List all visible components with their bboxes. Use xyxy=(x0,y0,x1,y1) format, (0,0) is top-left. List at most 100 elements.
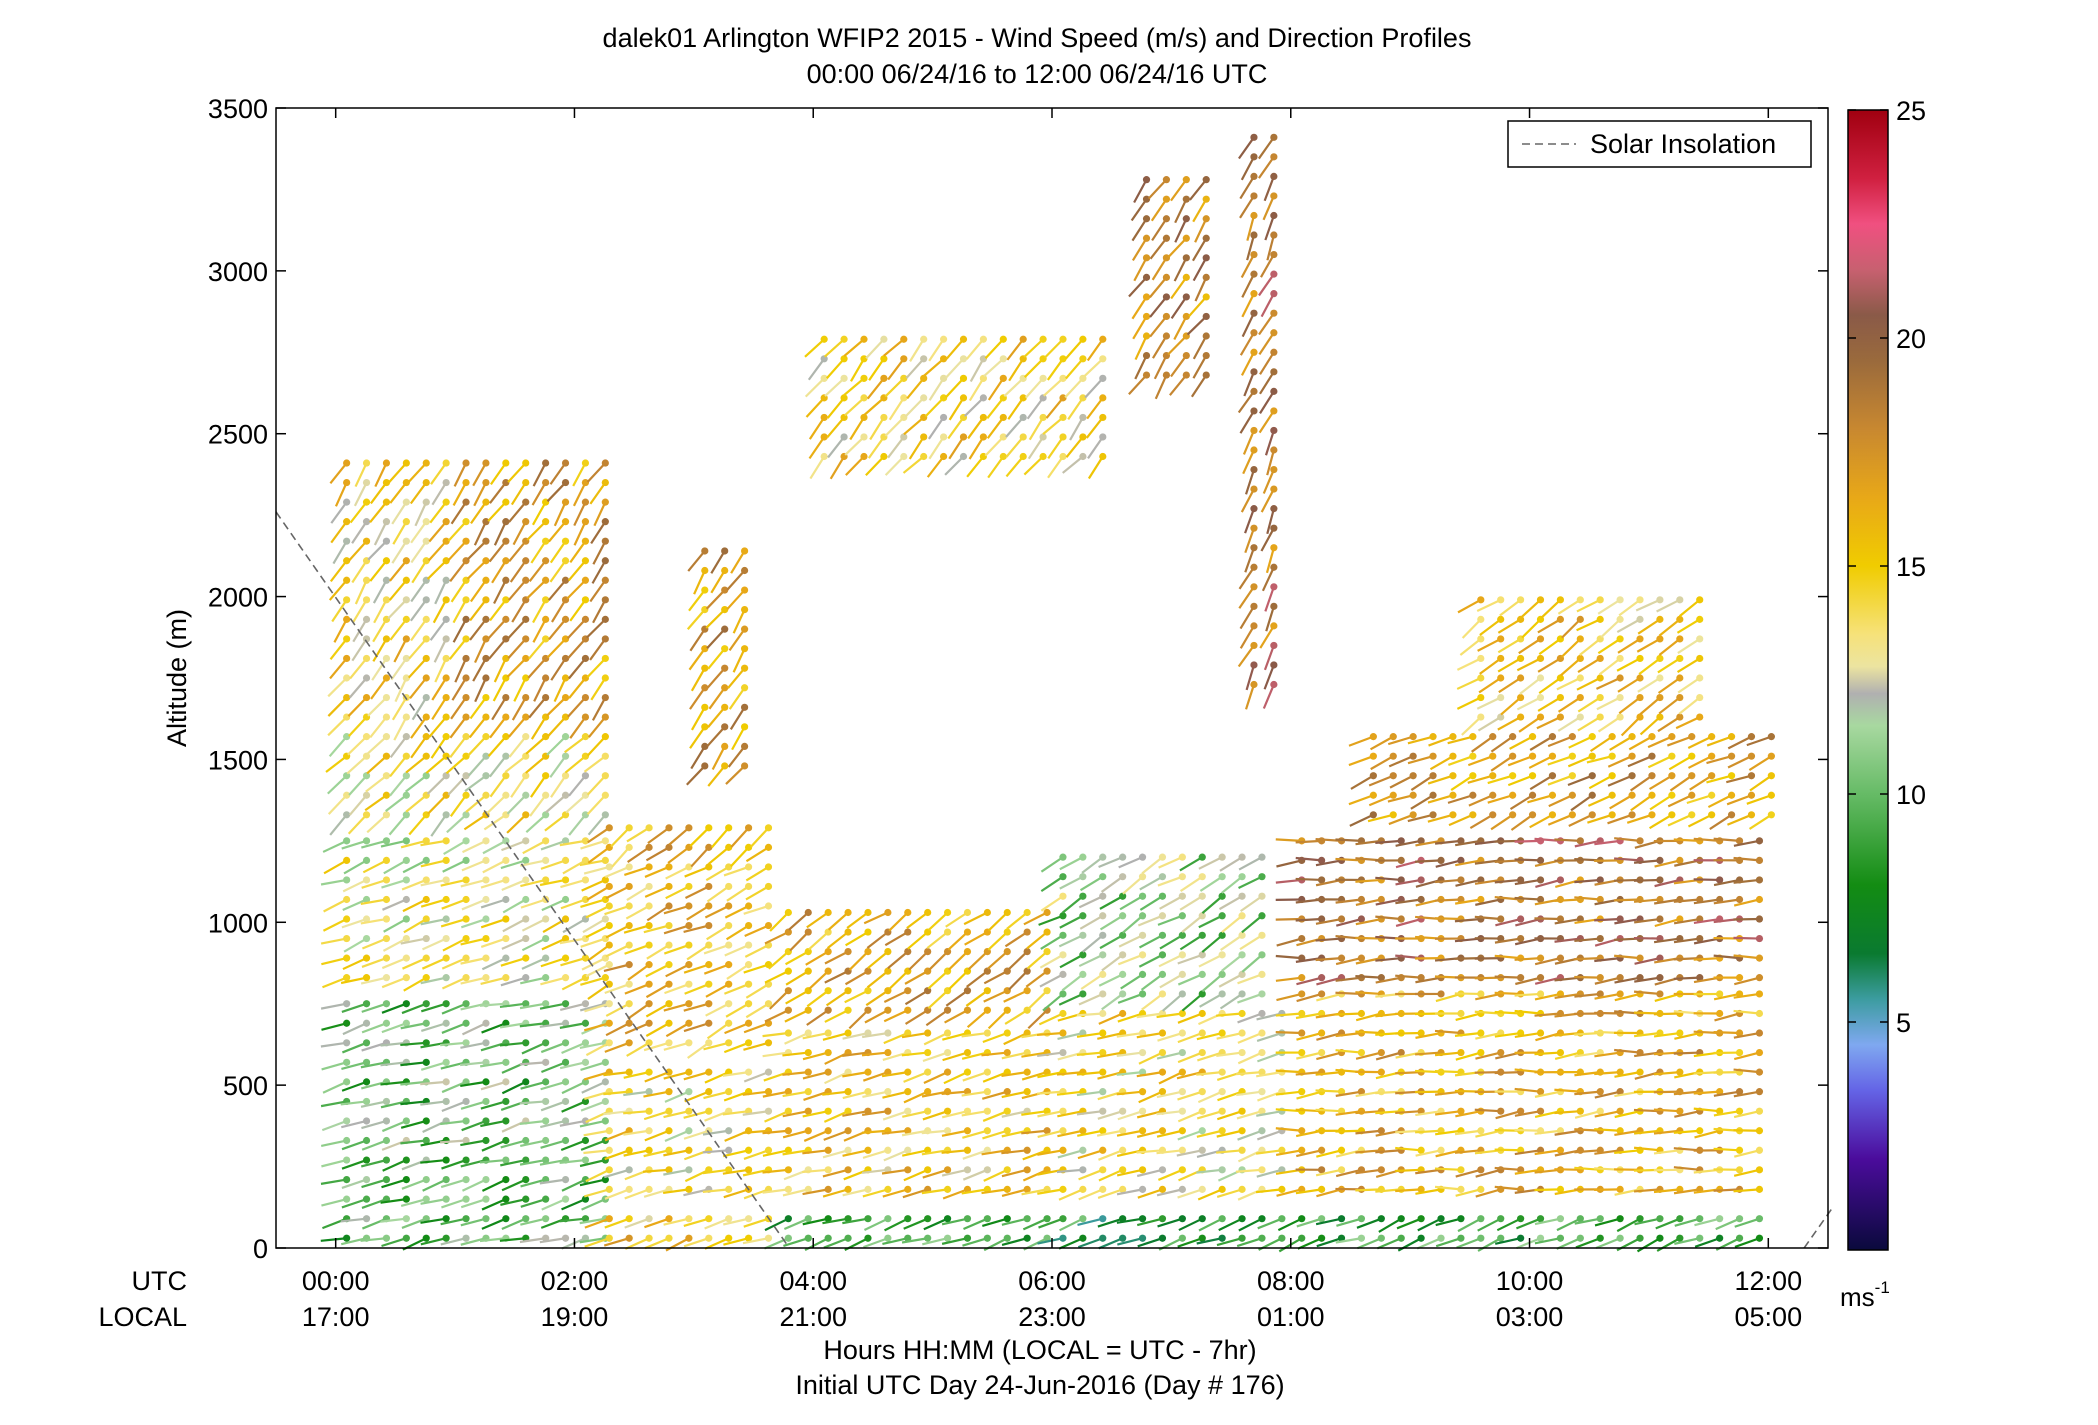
wind-barb xyxy=(1236,1237,1263,1248)
wind-barb xyxy=(1201,934,1223,953)
wind-barb-dot xyxy=(844,987,852,995)
wind-barb xyxy=(728,687,746,710)
wind-barb xyxy=(559,1002,586,1012)
wind-barb xyxy=(1003,989,1028,1003)
wind-barb xyxy=(1059,875,1084,890)
wind-barb xyxy=(1062,455,1084,474)
wind-barb xyxy=(703,963,730,975)
wind-barb-dot xyxy=(442,733,450,741)
wind-barb xyxy=(743,1041,769,1051)
wind-barb-dot xyxy=(1099,1009,1107,1018)
wind-barb-dot xyxy=(939,452,948,461)
wind-barb xyxy=(1395,1168,1422,1173)
wind-barb xyxy=(1653,898,1681,905)
wind-barb-dot xyxy=(561,856,570,865)
wind-barb xyxy=(1375,839,1402,845)
wind-barb xyxy=(581,1198,606,1211)
wind-barb-dot xyxy=(1079,1146,1087,1154)
wind-barb xyxy=(1574,1110,1601,1119)
wind-barb-dot xyxy=(904,1006,912,1014)
y-tick-label: 2500 xyxy=(208,420,268,450)
wind-barb-dot xyxy=(1696,674,1704,682)
wind-barb xyxy=(586,794,607,816)
wind-barb-dot xyxy=(1477,674,1485,682)
wind-barb xyxy=(1240,254,1255,279)
wind-barb xyxy=(902,1149,928,1157)
wind-barb-dot xyxy=(1517,1107,1525,1115)
wind-barb-dot xyxy=(1636,1234,1644,1242)
wind-barb xyxy=(341,1178,367,1189)
wind-barb-dot xyxy=(1238,873,1246,881)
wind-barb xyxy=(1130,198,1148,222)
wind-barb xyxy=(644,1237,670,1250)
wind-barb xyxy=(1706,774,1732,784)
wind-barb-dot xyxy=(665,824,673,832)
wind-barb-dot xyxy=(1218,1029,1226,1037)
wind-barb-dot xyxy=(502,1136,510,1145)
wind-barb-dot xyxy=(625,980,633,988)
wind-barb xyxy=(1597,637,1621,655)
wind-barb xyxy=(1496,1217,1522,1232)
wind-barb-dot xyxy=(482,537,490,545)
wind-barb xyxy=(1116,1051,1143,1057)
wind-barb xyxy=(1733,1188,1760,1193)
wind-barb-dot xyxy=(1708,772,1716,780)
wind-barb-dot xyxy=(1218,951,1226,959)
wind-barb xyxy=(928,338,945,362)
wind-barb xyxy=(1514,839,1541,843)
wind-barb xyxy=(1001,1237,1028,1246)
wind-barb-dot xyxy=(1099,1088,1107,1096)
wind-barb-dot xyxy=(502,772,510,780)
wind-barb xyxy=(1477,1237,1502,1252)
wind-barb xyxy=(1570,794,1593,812)
wind-barb-dot xyxy=(1497,915,1505,923)
wind-barb xyxy=(1490,813,1514,831)
wind-barb-dot xyxy=(442,557,450,565)
wind-barb-dot xyxy=(1417,1146,1425,1154)
wind-barb-dot xyxy=(924,1048,932,1057)
wind-barb xyxy=(1673,1166,1700,1171)
wind-barb-dot xyxy=(721,606,729,614)
wind-barb-dot xyxy=(382,974,391,982)
wind-barb xyxy=(530,716,547,740)
wind-barb-dot xyxy=(1668,733,1676,741)
wind-barb xyxy=(1427,794,1454,804)
wind-barb-dot xyxy=(1755,1166,1764,1174)
wind-barb-dot xyxy=(422,876,430,884)
wind-barb-dot xyxy=(804,928,812,936)
wind-barb-dot xyxy=(1138,853,1147,861)
wind-barb-dot xyxy=(1258,1068,1266,1076)
wind-barb xyxy=(903,1217,929,1230)
wind-barb xyxy=(1614,917,1641,925)
wind-barb xyxy=(1693,917,1720,925)
wind-barb-dot xyxy=(402,654,410,663)
wind-barb-dot xyxy=(1588,752,1596,760)
wind-barb xyxy=(1057,1129,1084,1138)
wind-barb-dot xyxy=(442,518,450,526)
wind-barb-dot xyxy=(402,837,410,845)
wind-barb xyxy=(480,1119,507,1128)
wind-barb-dot xyxy=(402,1234,410,1242)
wind-barb xyxy=(1454,1129,1481,1136)
wind-barb-dot xyxy=(362,1058,371,1066)
wind-barb xyxy=(1199,992,1223,1008)
wind-barb xyxy=(1237,1149,1263,1163)
wind-barb-dot xyxy=(1727,772,1736,780)
wind-barb-dot xyxy=(880,452,888,461)
wind-barb xyxy=(868,358,885,381)
wind-barb xyxy=(327,794,348,815)
wind-barb xyxy=(808,416,826,440)
wind-barb xyxy=(389,481,408,504)
wind-barb-dot xyxy=(1616,674,1624,682)
wind-barb-dot xyxy=(685,1039,693,1047)
wind-barb xyxy=(1634,1217,1661,1226)
wind-barb-dot xyxy=(1043,967,1051,975)
wind-barb xyxy=(627,1002,650,1020)
wind-barb xyxy=(373,599,388,624)
wind-barb-dot xyxy=(1178,1029,1186,1037)
wind-barb-dot xyxy=(701,762,709,770)
wind-barb xyxy=(1733,954,1760,960)
wind-barb-dot xyxy=(522,876,530,884)
wind-barb xyxy=(904,397,925,418)
wind-barb-dot xyxy=(601,856,609,865)
